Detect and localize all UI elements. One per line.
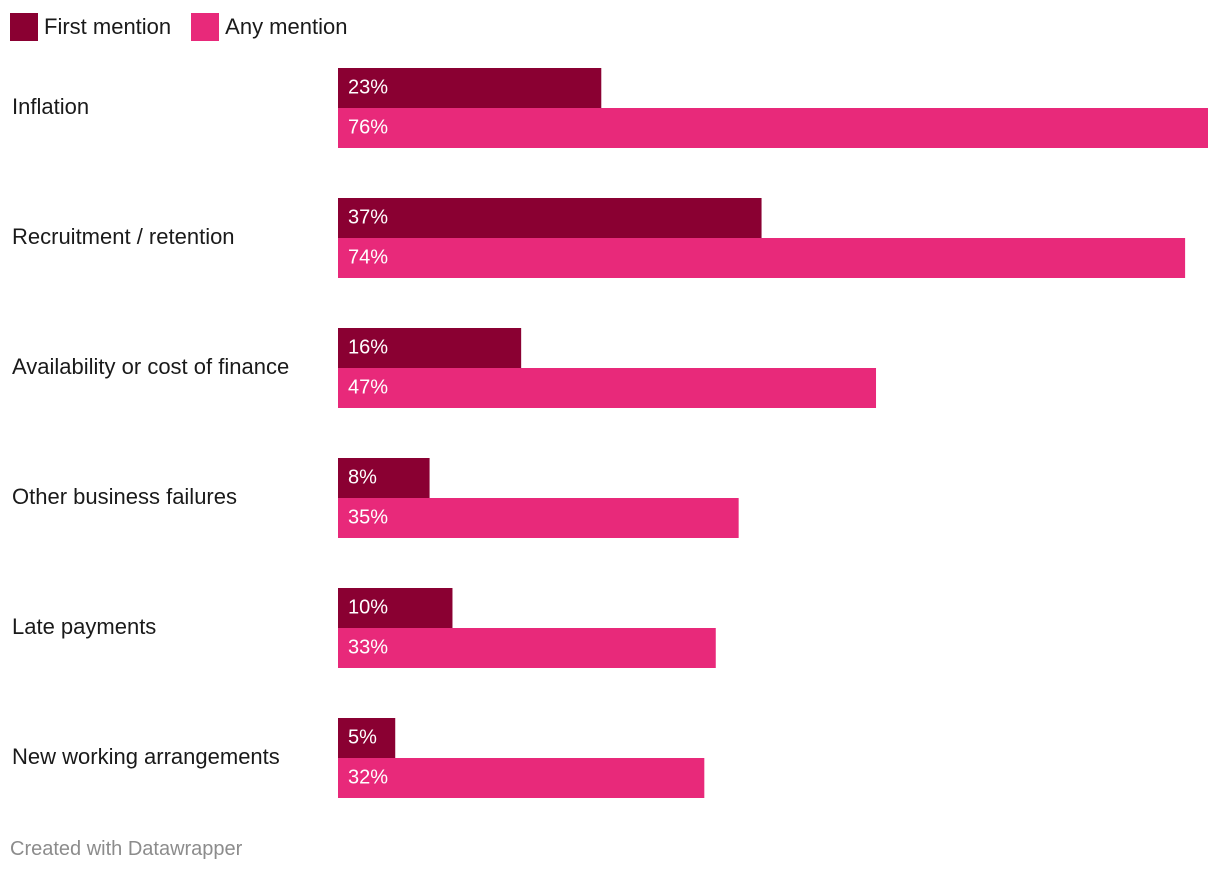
category-label-recruitment-retention: Recruitment / retention (12, 224, 235, 249)
bar-chart: Inflation 23% 76% Recruitment / retention 37… (12, 68, 1208, 798)
bar-first-mention-inflation (338, 68, 602, 108)
bar-first-mention-other-business-failures (338, 458, 430, 498)
bar-any-mention-other-business-failures (338, 498, 739, 538)
legend-label-any-mention: Any mention (225, 14, 348, 39)
value-label-first-mention-other-business-failures: 8% (348, 466, 377, 488)
value-label-any-mention-availability-or-cost-of-finance: 47% (348, 376, 388, 398)
legend-swatch-any-mention (191, 13, 220, 41)
bar-any-mention-late-payments (338, 628, 716, 668)
category-label-other-business-failures: Other business failures (12, 484, 237, 509)
value-label-any-mention-recruitment-retention: 74% (348, 246, 388, 268)
chart-legend: First mention Any mention (10, 12, 367, 42)
bar-first-mention-new-working-arrangements (338, 718, 396, 758)
category-label-late-payments: Late payments (12, 614, 156, 639)
legend-item-first-mention: First mention (10, 13, 171, 41)
bar-first-mention-availability-or-cost-of-finance (338, 328, 522, 368)
value-label-any-mention-late-payments: 33% (348, 636, 388, 658)
value-label-first-mention-inflation: 23% (348, 76, 388, 98)
value-label-any-mention-other-business-failures: 35% (348, 506, 388, 528)
bar-any-mention-inflation (338, 108, 1208, 148)
value-label-first-mention-availability-or-cost-of-finance: 16% (348, 336, 388, 358)
bar-any-mention-recruitment-retention (338, 238, 1186, 278)
datawrapper-credit: Created with Datawrapper (10, 838, 243, 860)
category-label-new-working-arrangements: New working arrangements (12, 744, 280, 769)
legend-item-any-mention: Any mention (191, 13, 347, 41)
value-label-any-mention-inflation: 76% (348, 116, 388, 138)
value-label-first-mention-recruitment-retention: 37% (348, 206, 388, 228)
category-label-inflation: Inflation (12, 94, 89, 119)
value-label-first-mention-new-working-arrangements: 5% (348, 726, 377, 748)
value-label-first-mention-late-payments: 10% (348, 596, 388, 618)
legend-label-first-mention: First mention (44, 14, 172, 39)
bar-first-mention-late-payments (338, 588, 453, 628)
bar-first-mention-recruitment-retention (338, 198, 762, 238)
category-label-availability-or-cost-of-finance: Availability or cost of finance (12, 354, 289, 379)
bar-any-mention-new-working-arrangements (338, 758, 705, 798)
value-label-any-mention-new-working-arrangements: 32% (348, 766, 388, 788)
bar-any-mention-availability-or-cost-of-finance (338, 368, 877, 408)
legend-swatch-first-mention (10, 13, 38, 41)
